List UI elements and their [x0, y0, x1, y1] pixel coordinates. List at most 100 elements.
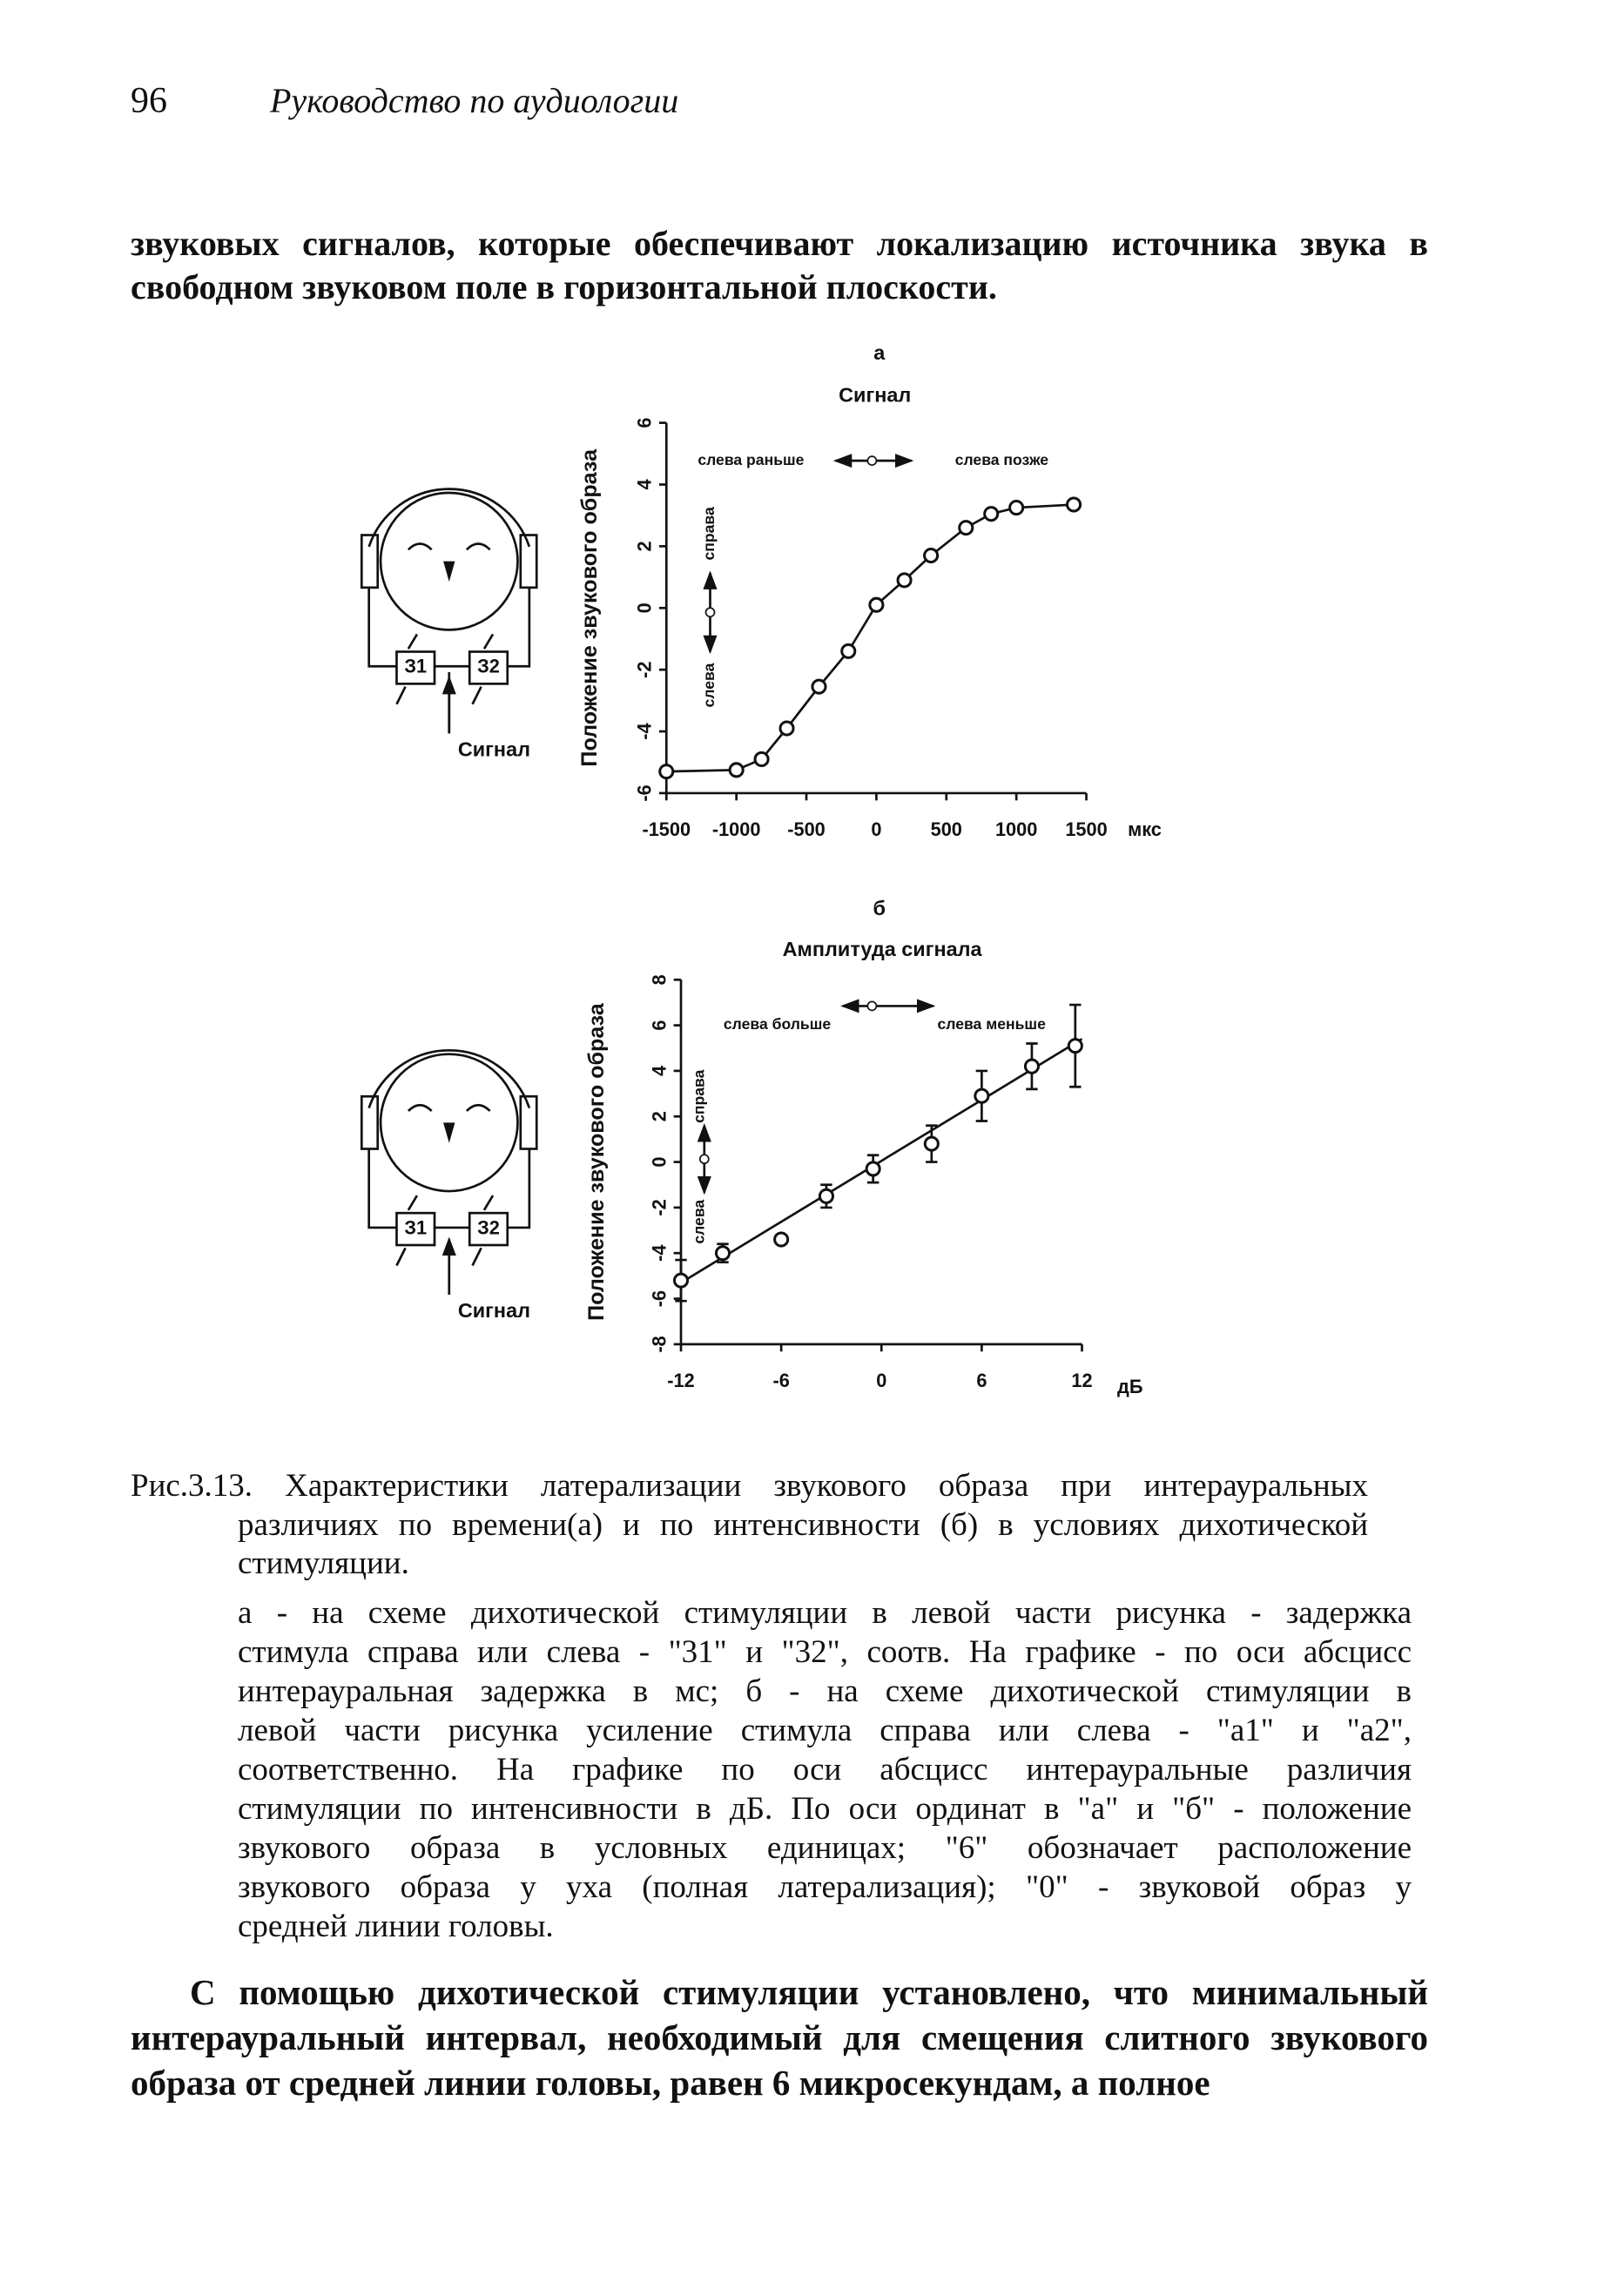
text-line: свободном звуковом поле в горизонтальной…	[131, 267, 997, 306]
y-axis-label: Положение звукового образа	[577, 448, 602, 767]
y-tick-label: -8	[648, 1336, 670, 1352]
panel-label: б	[873, 897, 886, 919]
y-tick-label: -2	[648, 1199, 670, 1215]
x-unit: дБ	[1117, 1376, 1142, 1397]
chart-title: Сигнал	[839, 384, 911, 407]
annotation: справа	[690, 1069, 707, 1122]
x-tick-label: 1500	[1065, 818, 1107, 840]
text-line: средней линии головы.	[238, 1909, 554, 1944]
y-axis-label: Положение звукового образа	[584, 1002, 609, 1321]
y-tick-label: -4	[634, 723, 656, 739]
data-point	[1023, 1058, 1040, 1074]
x-unit: мкс	[1128, 818, 1162, 840]
trend-line	[680, 1038, 1083, 1284]
data-point	[896, 572, 913, 589]
text-line: звукового образа у уха (полная латерализ…	[238, 1869, 1412, 1905]
diagram-label: Сигнал	[458, 1299, 530, 1322]
annotation: слева позже	[955, 451, 1049, 468]
data-point	[923, 1135, 940, 1152]
text-line: интерауральная задержка в мс; б - на схе…	[238, 1673, 1412, 1709]
x-tick-label: 1000	[995, 818, 1037, 840]
data-point	[818, 1188, 834, 1204]
data-point	[1067, 1038, 1083, 1054]
annotation: слева больше	[724, 1015, 832, 1033]
text-line: а - на схеме дихотической стимуляции в л…	[238, 1595, 1412, 1631]
text-line: С помощью дихотической стимуляции устано…	[190, 1972, 1428, 2012]
diagram-label: З2	[477, 656, 500, 677]
diagram-label: Сигнал	[458, 738, 530, 761]
y-tick-label: -6	[648, 1290, 670, 1307]
x-tick-label: 6	[976, 1370, 987, 1391]
text-line: различиях по времени(а) и по интенсивнос…	[238, 1506, 1368, 1543]
y-tick-label: 6	[634, 418, 656, 428]
diagram-label: З2	[477, 1216, 500, 1238]
text-line: левой части рисунка усиление стимула спр…	[238, 1713, 1412, 1748]
page-number: 96	[131, 81, 167, 121]
x-tick-label: 0	[876, 1370, 886, 1391]
data-point	[923, 547, 940, 564]
data-line	[666, 503, 1075, 773]
x-tick-label: -1000	[712, 818, 761, 840]
data-point	[658, 764, 675, 780]
x-tick-label: -6	[772, 1370, 789, 1391]
y-tick-label: 4	[648, 1066, 670, 1076]
data-point	[773, 1231, 790, 1248]
annotation: слева меньше	[938, 1015, 1047, 1033]
y-tick-label: 6	[648, 1020, 670, 1031]
panel-label: а	[873, 341, 886, 364]
head-diagram: З1 З2 Сигнал	[360, 488, 538, 761]
y-tick-label: 2	[634, 541, 656, 551]
text-line: образа от средней линии головы, равен 6 …	[131, 2063, 1210, 2103]
data-point	[753, 751, 770, 767]
text-line: стимуляции.	[238, 1545, 409, 1581]
figure-description: а - на схеме дихотической стимуляции в л…	[238, 1593, 1412, 1946]
annotation: справа	[700, 507, 718, 560]
y-tick-label: 8	[648, 974, 670, 985]
x-tick-label: -12	[667, 1370, 694, 1391]
chart-title: Амплитуда сигнала	[783, 938, 983, 960]
running-title: Руководство по аудиологии	[270, 81, 679, 120]
data-point	[1066, 496, 1082, 513]
y-tick-label: -2	[634, 661, 656, 677]
data-point	[974, 1087, 990, 1104]
diagram-label: З1	[404, 656, 427, 677]
y-tick-label: 4	[634, 479, 656, 489]
text-line: соответственно. На графике по оси абсцис…	[238, 1752, 1412, 1788]
data-point	[714, 1245, 731, 1262]
head-diagram: З1 З2 Сигнал	[360, 1048, 538, 1322]
annotation: слева	[700, 663, 718, 707]
y-tick-label: -4	[648, 1245, 670, 1262]
y-tick-label: 2	[648, 1111, 670, 1121]
x-tick-label: 0	[871, 818, 881, 840]
data-point	[983, 506, 1000, 522]
x-tick-label: -1500	[642, 818, 691, 840]
data-point	[958, 520, 974, 536]
annotation: слева	[690, 1200, 707, 1244]
data-point	[672, 1272, 690, 1289]
y-tick-label: 0	[648, 1157, 670, 1168]
text-line: Рис.3.13. Характеристики латерализации з…	[131, 1468, 1368, 1504]
data-point	[811, 678, 827, 695]
text-line: интерауральный интервал, необходимый для…	[131, 2017, 1428, 2057]
data-point	[840, 643, 857, 659]
data-point	[868, 596, 885, 613]
text-line: стимуляции по интенсивности в дБ. По оси…	[238, 1791, 1412, 1827]
y-tick-label: -6	[634, 784, 656, 801]
y-tick-label: 0	[634, 603, 656, 613]
x-tick-label: 500	[931, 818, 962, 840]
text-line: звукового образа в условных единицах; "6…	[238, 1830, 1412, 1866]
x-tick-label: -500	[787, 818, 826, 840]
annotation: слева раньше	[698, 451, 804, 468]
data-point	[728, 762, 745, 778]
x-tick-label: 12	[1071, 1370, 1092, 1391]
text-line: стимула справа или слева - "31" и "32", …	[238, 1634, 1412, 1670]
diagram-label: З1	[404, 1216, 427, 1238]
data-point	[865, 1161, 881, 1177]
figure-caption: Рис.3.13. Характеристики латерализации з…	[131, 1467, 1368, 1584]
intro-paragraph: звуковых сигналов, которые обеспечивают …	[131, 222, 1428, 309]
body-paragraph: С помощью дихотической стимуляции устано…	[131, 1969, 1428, 2105]
data-point	[778, 720, 795, 737]
text-line: звуковых сигналов, которые обеспечивают …	[131, 224, 1428, 263]
